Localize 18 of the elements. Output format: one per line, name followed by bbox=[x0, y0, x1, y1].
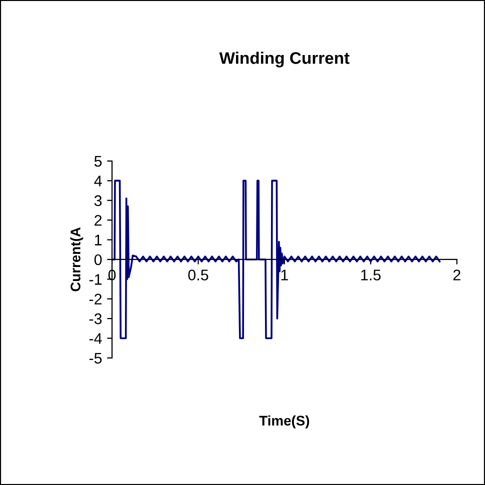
y-tick-label: 4 bbox=[94, 176, 102, 186]
x-tick-label: 0.5 bbox=[188, 270, 208, 280]
x-axis-title: Time(S) bbox=[259, 415, 310, 428]
y-tick-label: 1 bbox=[94, 234, 102, 246]
chart-title: Winding Current bbox=[219, 52, 350, 68]
x-tick-label: 1.5 bbox=[361, 270, 381, 280]
y-axis-title: Current(A bbox=[70, 227, 84, 292]
y-tick-label: -4 bbox=[89, 333, 102, 344]
y-tick-label: 3 bbox=[94, 195, 102, 206]
y-tick-label: -1 bbox=[89, 274, 102, 285]
y-tick-label: 5 bbox=[94, 156, 102, 167]
y-tick-label: -5 bbox=[89, 352, 102, 364]
x-tick-label: 1 bbox=[281, 270, 288, 280]
y-tick-label: -3 bbox=[89, 313, 102, 324]
x-tick-label: 2 bbox=[453, 270, 460, 280]
y-tick-label: 2 bbox=[94, 214, 102, 226]
y-tick-label: -2 bbox=[89, 294, 102, 304]
y-tick-label: 0 bbox=[94, 254, 102, 266]
